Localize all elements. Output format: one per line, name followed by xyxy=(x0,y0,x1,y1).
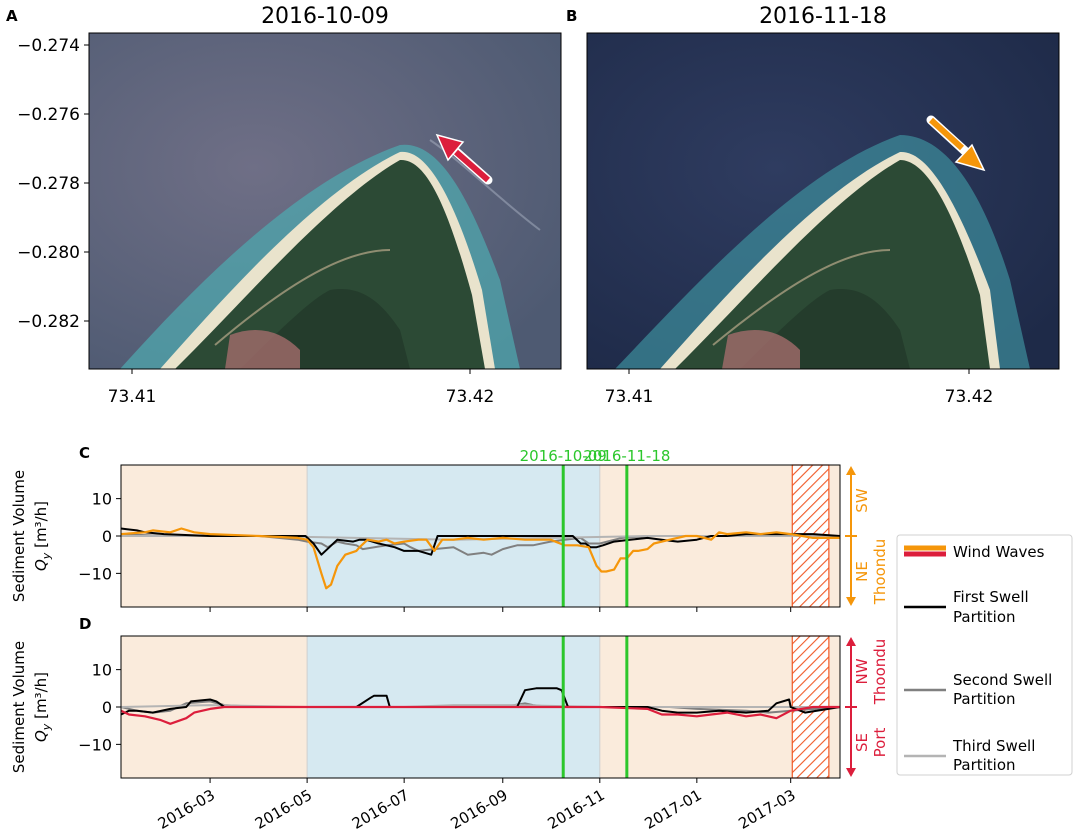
legend-label-third: Third Swell Partition xyxy=(952,737,1035,774)
x-tick-label: 73.42 xyxy=(446,387,495,407)
y-tick-label: −10 xyxy=(78,564,112,583)
direction-label-top: SW xyxy=(853,488,871,513)
y-axis-label: Sediment Volume xyxy=(10,470,28,602)
x-tick-label: 2016-11 xyxy=(545,786,608,833)
x-tick-label: 73.41 xyxy=(108,387,157,407)
series-line-first xyxy=(120,527,841,556)
x-tick-label: 73.41 xyxy=(605,387,654,407)
direction-label-bottom: NE xyxy=(853,561,871,582)
direction-arrow-down xyxy=(846,597,856,606)
panel-a: A 2016-10-09 −0.274 −0.276 xyxy=(6,4,562,407)
series-line-wind xyxy=(120,705,840,725)
direction-arrow-up xyxy=(846,637,856,646)
x-tick-label: 2016-03 xyxy=(155,786,218,833)
legend-label-first: First Swell Partition xyxy=(953,588,1029,626)
direction-label-bottom: SE xyxy=(853,733,871,752)
x-tick-label: 2017-01 xyxy=(642,786,705,833)
y-axis-sublabel: Qy [m³/h] xyxy=(32,672,53,742)
direction-label-top: NW xyxy=(853,658,871,684)
y-tick-label: 0 xyxy=(102,698,112,717)
x-tick-label: 2016-09 xyxy=(447,786,510,833)
satellite-image-a xyxy=(89,33,561,369)
panel-b: B 2016-11-18 73.41 73.42 xyxy=(566,4,1060,407)
direction-arrow-up xyxy=(846,466,856,475)
legend-label-second: Second Swell Partition xyxy=(953,671,1052,708)
legend-item-first: First Swell Partition xyxy=(904,588,1029,626)
y-tick-label: −0.276 xyxy=(17,105,80,125)
satellite-image-b xyxy=(587,33,1059,369)
place-label-bottom: Port xyxy=(871,728,889,758)
series-line-wind xyxy=(120,527,840,590)
x-tick-label: 73.42 xyxy=(945,387,994,407)
y-tick-label: −0.280 xyxy=(17,243,80,263)
legend-item-second: Second Swell Partition xyxy=(904,671,1052,708)
x-tick-label: 2016-07 xyxy=(349,786,412,833)
legend-item-wind: Wind Waves xyxy=(904,543,1045,561)
panel-d-chart: D 10 0 −10 2016-03 2016-05 2016-07 2016-09 2016-… xyxy=(10,615,889,833)
y-tick-label: −10 xyxy=(78,735,112,754)
panel-b-letter: B xyxy=(566,7,577,25)
y-tick-label: −0.274 xyxy=(17,36,80,56)
place-label-bottom: Thoondu xyxy=(871,539,889,606)
y-axis-label: Sediment Volume xyxy=(10,641,28,773)
panel-a-y-axis: −0.274 −0.276 −0.278 −0.280 −0.282 xyxy=(17,36,89,332)
y-axis-sublabel: Qy [m³/h] xyxy=(32,501,53,571)
y-tick-label: −0.282 xyxy=(17,312,80,332)
panel-a-x-axis: 73.41 73.42 xyxy=(108,369,495,407)
y-tick-label: 0 xyxy=(102,527,112,546)
y-tick-label: 10 xyxy=(92,661,112,680)
x-tick-label: 2016-05 xyxy=(252,786,315,833)
legend-item-third: Third Swell Partition xyxy=(904,737,1035,774)
panel-d-letter: D xyxy=(79,615,91,633)
panel-a-letter: A xyxy=(6,7,18,25)
legend-label-wind: Wind Waves xyxy=(953,543,1045,561)
wave-direction-arrow-b xyxy=(926,115,986,172)
direction-arrow-down xyxy=(846,768,856,777)
y-tick-label: −0.278 xyxy=(17,174,80,194)
event-line-label: 2016-10-09 xyxy=(520,447,607,465)
panel-b-x-axis: 73.41 73.42 xyxy=(605,369,994,407)
series-line-second xyxy=(120,533,840,556)
panel-b-title: 2016-11-18 xyxy=(759,4,887,29)
panel-c-letter: C xyxy=(79,444,90,462)
place-label-top: Thoondu xyxy=(871,639,889,706)
panel-a-title: 2016-10-09 xyxy=(261,4,389,29)
x-tick-label: 2017-03 xyxy=(735,786,798,833)
y-tick-label: 10 xyxy=(92,490,112,509)
wave-direction-arrow-a xyxy=(435,133,493,185)
legend: Wind Waves First Swell Partition Second S… xyxy=(896,534,1073,776)
event-line-label: 2016-11-18 xyxy=(583,447,670,465)
